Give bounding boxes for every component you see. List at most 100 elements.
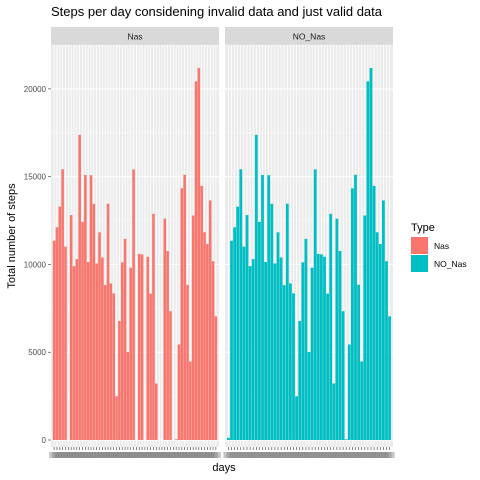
bar xyxy=(239,169,243,440)
x-tick-label xyxy=(63,452,74,458)
bar xyxy=(378,244,382,440)
bar xyxy=(81,221,84,440)
bar xyxy=(86,262,90,440)
x-tick-label xyxy=(137,452,148,458)
y-tick-label: 5000 xyxy=(28,348,46,357)
x-tick-label xyxy=(341,452,352,458)
bar xyxy=(326,293,329,440)
x-tick-label xyxy=(229,452,240,458)
bar xyxy=(169,311,172,440)
x-tick-label xyxy=(369,452,380,458)
y-tick-label: 0 xyxy=(42,436,47,445)
x-tick-label xyxy=(80,452,91,458)
legend-key-nas xyxy=(411,237,428,254)
x-tick-label xyxy=(223,452,234,458)
bar xyxy=(118,321,121,440)
x-tick-label xyxy=(148,452,159,458)
bar xyxy=(310,267,314,440)
bar xyxy=(95,263,98,440)
x-tick-label xyxy=(251,452,262,458)
bar xyxy=(58,206,62,440)
bar xyxy=(103,285,107,440)
x-tick-label xyxy=(307,452,318,458)
bar xyxy=(72,266,76,440)
x-tick-label xyxy=(322,452,333,458)
bar xyxy=(52,240,56,440)
bar xyxy=(360,361,364,440)
bar xyxy=(180,188,184,440)
bar xyxy=(203,232,206,440)
bar xyxy=(174,439,178,440)
x-tick-label xyxy=(193,452,204,458)
facet-panels: Nas NO_Nas xyxy=(49,27,395,458)
x-tick-label xyxy=(334,452,345,458)
y-axis: 0 5000 10000 15000 20000 xyxy=(24,85,51,445)
x-tick-label xyxy=(88,452,99,458)
bar xyxy=(254,134,258,440)
bar xyxy=(248,266,252,440)
bar xyxy=(261,174,264,440)
x-tick-label xyxy=(71,452,82,458)
x-tick-label xyxy=(375,452,386,458)
y-tick-label: 15000 xyxy=(24,173,47,182)
x-tick-label xyxy=(263,452,274,458)
x-tick-label xyxy=(325,452,336,458)
bar xyxy=(109,283,113,440)
facet-strip-label: NO_Nas xyxy=(293,32,326,42)
x-tick-label xyxy=(257,452,268,458)
x-tick-label xyxy=(103,452,114,458)
x-tick-label xyxy=(100,452,111,458)
legend: Type Nas NO_Nas xyxy=(411,222,467,272)
bar xyxy=(61,169,64,440)
x-tick-label xyxy=(359,452,370,458)
x-tick-label xyxy=(248,452,259,458)
bar xyxy=(101,257,104,440)
bar xyxy=(197,67,201,441)
bar xyxy=(264,262,267,440)
x-tick-label xyxy=(381,452,392,458)
x-tick-label xyxy=(154,452,165,458)
x-tick-label xyxy=(122,452,133,458)
bar xyxy=(335,218,339,440)
x-axis-title: days xyxy=(212,462,236,474)
bar xyxy=(214,316,218,440)
x-tick-label xyxy=(145,452,156,458)
x-tick-label xyxy=(182,452,193,458)
bar xyxy=(338,251,342,440)
y-axis-title: Total number of steps xyxy=(6,183,18,289)
x-tick-label xyxy=(188,452,199,458)
bar xyxy=(267,175,271,440)
x-tick-label xyxy=(365,452,376,458)
bar xyxy=(183,174,186,441)
x-tick-label xyxy=(139,452,150,458)
bar xyxy=(200,185,203,440)
x-tick-label xyxy=(202,452,213,458)
x-tick-label xyxy=(57,452,68,458)
chart-title: Steps per day considening invalid data a… xyxy=(51,4,383,19)
x-tick-label xyxy=(242,452,253,458)
x-tick-label xyxy=(232,452,243,458)
bar xyxy=(233,227,237,440)
x-tick-label xyxy=(331,452,342,458)
bar xyxy=(344,439,348,440)
x-tick-label xyxy=(49,452,60,458)
x-tick-label xyxy=(291,452,302,458)
x-tick-label xyxy=(235,452,246,458)
x-tick-label xyxy=(282,452,293,458)
x-tick-label xyxy=(156,452,167,458)
bar xyxy=(381,200,385,440)
y-tick-label: 10000 xyxy=(24,260,47,269)
bar xyxy=(126,351,130,440)
x-tick-label xyxy=(162,452,173,458)
bar xyxy=(276,232,280,440)
bar xyxy=(84,174,87,440)
x-tick-label xyxy=(353,452,364,458)
bar xyxy=(332,383,336,440)
bar xyxy=(191,215,195,440)
bar xyxy=(92,203,96,440)
bar xyxy=(351,188,354,440)
bar xyxy=(357,284,360,440)
bar xyxy=(279,257,283,440)
bar xyxy=(75,259,79,440)
